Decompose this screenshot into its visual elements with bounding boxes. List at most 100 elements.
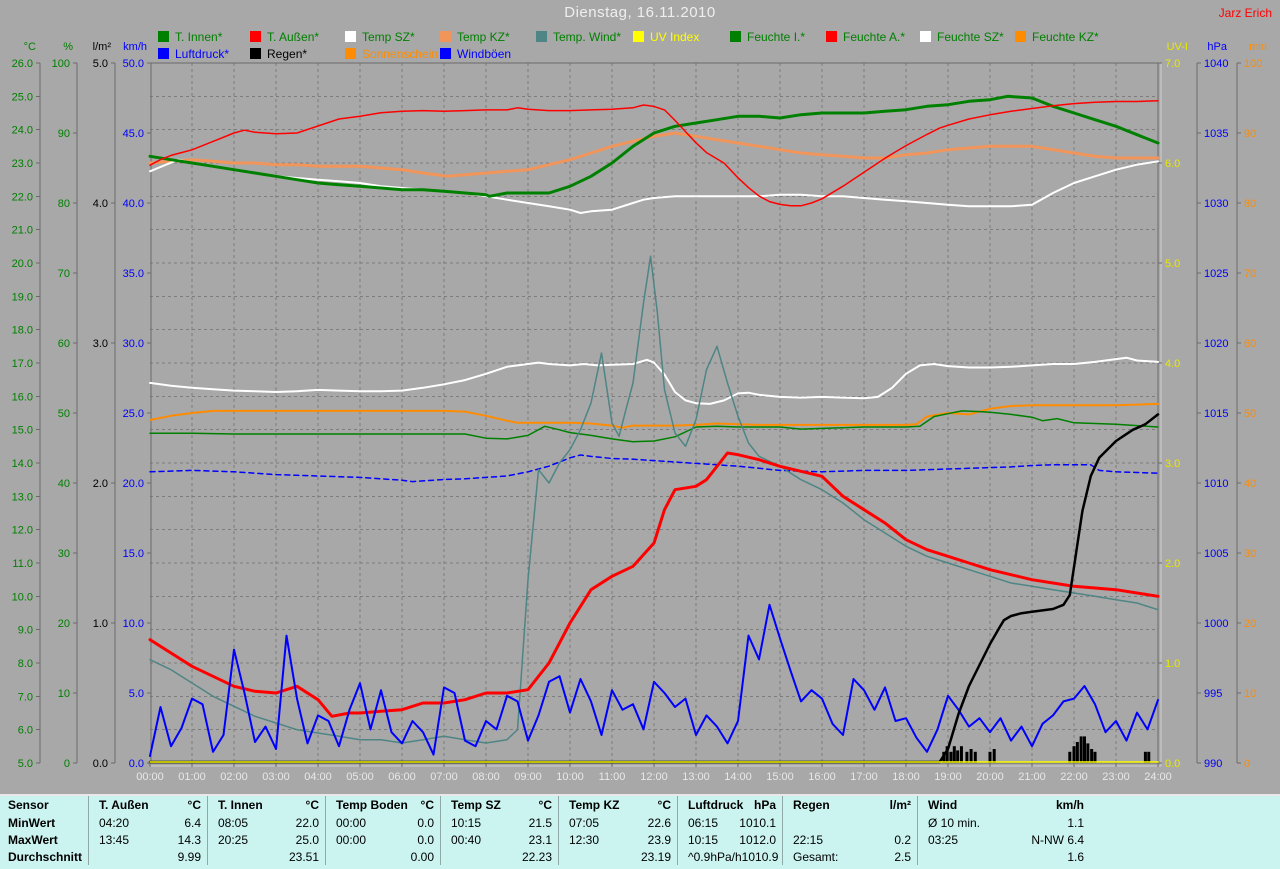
cell-value: 22.23 <box>521 849 552 864</box>
legend-item-t-innen: T. Innen* <box>158 30 223 44</box>
axis-label: 19.0 <box>12 291 33 303</box>
axis-label: 10 <box>58 688 70 700</box>
axis-label: 1035 <box>1204 128 1228 140</box>
col-header-temp-boden: Temp Boden °C <box>325 796 440 814</box>
cell-avg-temp-kz: 23.19 <box>558 848 677 865</box>
axis-label: 80 <box>58 198 70 210</box>
axis-label: 4.0 <box>93 198 108 210</box>
axis-label: 7.0 <box>18 691 33 703</box>
legend-swatch <box>536 31 547 42</box>
cell-min-regen <box>782 814 917 831</box>
cell-time: Wind <box>928 798 958 812</box>
cell-min-luftdruck: 06:15 1010.1 <box>677 814 782 831</box>
cell-max-wind: 03:25 N-NW 6.4 <box>917 831 1090 848</box>
cell-avg-t-innen: 23.51 <box>207 848 325 865</box>
col-header-wind: Wind km/h <box>917 796 1090 814</box>
cell-time: 00:00 <box>336 815 367 830</box>
axis-label: 5.0 <box>93 58 108 70</box>
axis-label: 05:00 <box>346 771 374 783</box>
legend-item-regen: Regen* <box>250 47 307 61</box>
axis-label: UV-I <box>1167 41 1188 53</box>
axis-label: 13.0 <box>12 491 33 503</box>
cell-value: 23.1 <box>528 832 552 847</box>
series-feuchte_sz <box>149 356 1159 405</box>
weather-chart: °C 26.0 25.0 24.0 23.0 22.0 21.0 20.0 19.0 18.0 17… <box>12 41 1267 783</box>
axis-label: 22.0 <box>12 191 33 203</box>
series-regen_rate <box>942 736 1151 763</box>
cell-value: 1010.1 <box>739 815 776 830</box>
axis-label: 10.0 <box>12 591 33 603</box>
axis-label: 3.0 <box>93 338 108 350</box>
axis-label: 30 <box>1244 548 1256 560</box>
axis-label: 26.0 <box>12 58 33 70</box>
cell-avg-temp-sz: 22.23 <box>440 848 558 865</box>
cell-max-t-außen: 13:45 14.3 <box>88 831 207 848</box>
axis-label: 20:00 <box>976 771 1004 783</box>
legend-swatch <box>730 31 741 42</box>
legend-swatch <box>345 48 356 59</box>
cell-avg-wind: 1.6 <box>917 848 1090 865</box>
axis-label: 25.0 <box>123 408 144 420</box>
cell-value: N-NW 6.4 <box>1031 832 1084 847</box>
axis-label: 21:00 <box>1018 771 1046 783</box>
axis-label: 60 <box>58 338 70 350</box>
cell-time: 10:15 <box>688 832 719 847</box>
col-header-temp-kz: Temp KZ °C <box>558 796 677 814</box>
cell-value: 1.6 <box>1067 849 1084 864</box>
axis-label: 1040 <box>1204 58 1228 70</box>
axis-label: 100 <box>52 58 70 70</box>
cell-value: 6.4 <box>184 815 201 830</box>
axis-label: 11.0 <box>12 558 33 570</box>
cell-min-wind: Ø 10 min. 1.1 <box>917 814 1090 831</box>
cell-min-temp-sz: 10:15 21.5 <box>440 814 558 831</box>
axis-label: 16:00 <box>808 771 836 783</box>
axis-label: 0.0 <box>93 758 108 770</box>
legend-item-feuchte-a: Feuchte A.* <box>826 30 905 44</box>
axis-label: 40 <box>1244 478 1256 490</box>
cell-time: Luftdruck <box>688 798 744 812</box>
legend-swatch <box>440 31 451 42</box>
axis-label: 1020 <box>1204 338 1228 350</box>
axis-label: 12.0 <box>12 525 33 537</box>
axis-label: 7.0 <box>1165 58 1180 70</box>
axis-label: 90 <box>58 128 70 140</box>
x-axis: 00:00 01:00 02:00 03:00 04:00 05:00 06:00 07:00… <box>136 763 1172 783</box>
axis-label: 20 <box>1244 618 1256 630</box>
cell-value: °C <box>538 798 552 812</box>
axis-label: 1015 <box>1204 408 1228 420</box>
axis-label: 17.0 <box>12 358 33 370</box>
axis-label: 100 <box>1244 58 1262 70</box>
legend-swatch <box>633 31 644 42</box>
axis-label: 995 <box>1204 688 1222 700</box>
cell-avg-regen: Gesamt: 2.5 <box>782 848 917 865</box>
legend-label: T. Innen* <box>175 30 223 44</box>
gridlines <box>150 63 1158 763</box>
legend-swatch <box>250 31 261 42</box>
cell-time: Ø 10 min. <box>928 815 981 830</box>
cell-value: 0.0 <box>417 815 434 830</box>
series-temp_wind <box>149 255 1159 744</box>
cell-avg-t-außen: 9.99 <box>88 848 207 865</box>
row-label-minwert: MinWert <box>8 815 56 830</box>
cell-value: 1012.0 <box>739 832 776 847</box>
cell-time: 03:25 <box>928 832 959 847</box>
cell-max-t-innen: 20:25 25.0 <box>207 831 325 848</box>
series-luftdruck <box>149 454 1159 483</box>
cell-time: 13:45 <box>99 832 130 847</box>
axis-label: 08:00 <box>472 771 500 783</box>
axis-label: 1.0 <box>93 618 108 630</box>
axis-kmh: km/h 50.0 45.0 40.0 35.0 30.0 25.0 20.0 15.0 10.0… <box>123 41 152 770</box>
legend-label: Temp. Wind* <box>553 30 622 44</box>
cell-value: 23.19 <box>640 849 671 864</box>
axis-label: 9.0 <box>18 625 33 637</box>
axis-label: 01:00 <box>178 771 206 783</box>
axis-label: 18.0 <box>12 325 33 337</box>
cell-max-temp-sz: 00:40 23.1 <box>440 831 558 848</box>
legend-swatch <box>345 31 356 42</box>
axis-label: 06:00 <box>388 771 416 783</box>
axis-label: km/h <box>123 41 147 53</box>
legend-swatch <box>250 48 261 59</box>
cell-time: ^0.9hPa/h <box>688 849 742 864</box>
